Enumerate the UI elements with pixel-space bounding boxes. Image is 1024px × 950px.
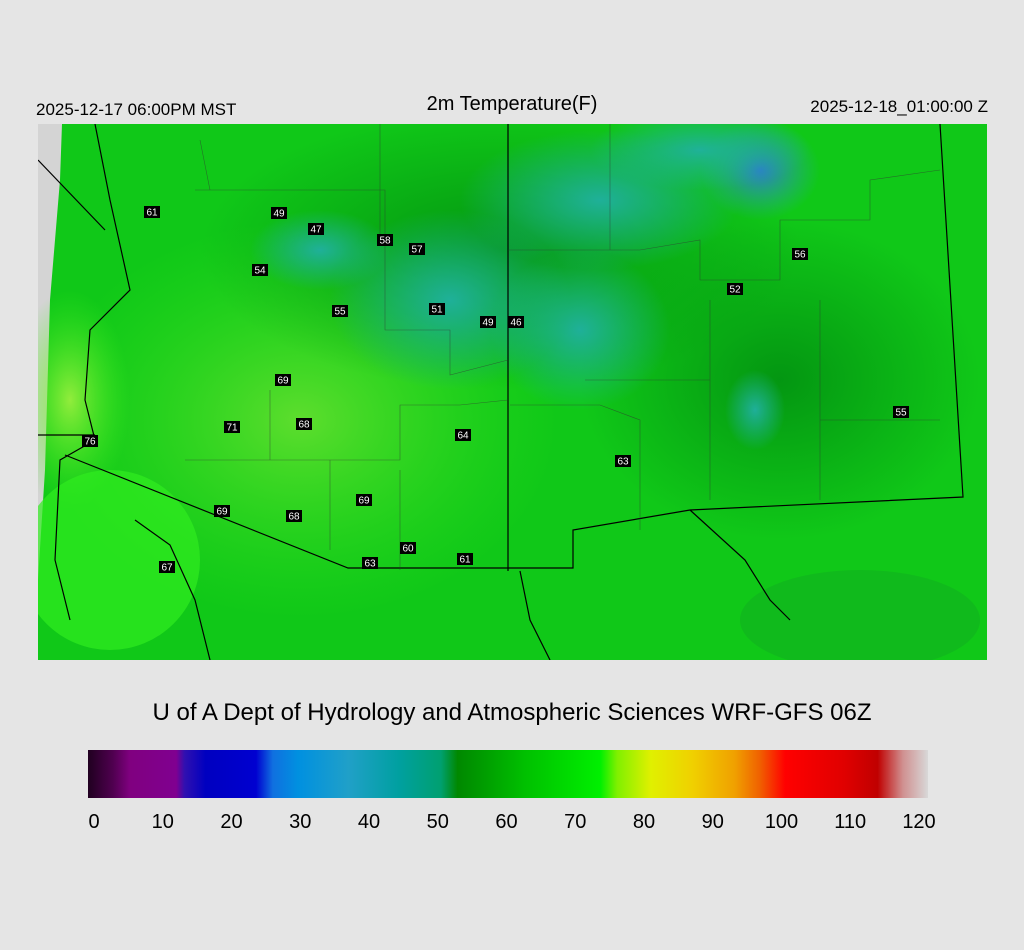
station-box xyxy=(159,561,175,573)
station-value: 46 xyxy=(510,318,522,329)
station-label: 49 xyxy=(271,207,287,220)
station-value: 61 xyxy=(146,208,158,219)
station-value: 52 xyxy=(729,285,741,296)
station-value: 76 xyxy=(84,437,96,448)
station-label: 55 xyxy=(893,406,909,419)
colorbar-tick-label: 60 xyxy=(495,811,517,833)
station-box xyxy=(286,510,302,522)
colorbar-tick-label: 30 xyxy=(289,811,311,833)
colorbar-tick-label: 20 xyxy=(220,811,242,833)
station-box xyxy=(224,421,240,433)
station-box xyxy=(409,243,425,255)
station-value: 71 xyxy=(226,423,238,434)
station-box xyxy=(727,283,743,295)
station-box xyxy=(455,429,471,441)
station-value: 69 xyxy=(358,496,370,507)
station-box xyxy=(144,206,160,218)
station-value: 49 xyxy=(273,209,285,220)
colorbar-tick-label: 100 xyxy=(765,811,798,833)
colorbar-tick-label: 90 xyxy=(702,811,724,833)
station-value: 49 xyxy=(482,318,494,329)
station-value: 58 xyxy=(379,236,391,247)
valid-time-local: 2025-12-17 06:00PM MST xyxy=(36,100,236,119)
station-box xyxy=(893,406,909,418)
station-box xyxy=(271,207,287,219)
station-value: 56 xyxy=(794,250,806,261)
station-box xyxy=(400,542,416,554)
station-box xyxy=(332,305,348,317)
station-label: 69 xyxy=(214,505,230,518)
station-value: 69 xyxy=(216,507,228,518)
station-box xyxy=(480,316,496,328)
station-box xyxy=(82,435,98,447)
station-label: 49 xyxy=(480,316,496,329)
station-label: 76 xyxy=(82,435,98,448)
credit: U of A Dept of Hydrology and Atmospheric… xyxy=(153,699,872,726)
station-value: 68 xyxy=(298,420,310,431)
station-label: 68 xyxy=(286,510,302,523)
station-box xyxy=(252,264,268,276)
station-box xyxy=(362,557,378,569)
station-value: 60 xyxy=(402,544,414,555)
station-box xyxy=(429,303,445,315)
station-label: 69 xyxy=(275,374,291,387)
colorbar-tick-label: 40 xyxy=(358,811,380,833)
station-label: 47 xyxy=(308,223,324,236)
station-label: 46 xyxy=(508,316,524,329)
station-value: 68 xyxy=(288,512,300,523)
station-value: 63 xyxy=(364,559,376,570)
station-box xyxy=(214,505,230,517)
station-label: 52 xyxy=(727,283,743,296)
station-label: 63 xyxy=(615,455,631,468)
station-label: 51 xyxy=(429,303,445,316)
station-box xyxy=(275,374,291,386)
station-box xyxy=(296,418,312,430)
station-value: 63 xyxy=(617,457,629,468)
colorbar-tick-label: 110 xyxy=(834,811,866,833)
colorbar-tick-label: 120 xyxy=(902,811,935,833)
station-label: 69 xyxy=(356,494,372,507)
colorbar-tick-label: 80 xyxy=(633,811,655,833)
station-label: 61 xyxy=(457,553,473,566)
station-label: 57 xyxy=(409,243,425,256)
station-value: 47 xyxy=(310,225,322,236)
station-value: 55 xyxy=(895,408,907,419)
station-label: 60 xyxy=(400,542,416,555)
station-label: 61 xyxy=(144,206,160,219)
colorbar-tick-label: 0 xyxy=(88,811,99,833)
map-title: 2m Temperature(F) xyxy=(427,93,598,115)
station-label: 64 xyxy=(455,429,471,442)
station-label: 67 xyxy=(159,561,175,574)
colorbar-tick-label: 50 xyxy=(427,811,449,833)
station-value: 69 xyxy=(277,376,289,387)
valid-time-utc: 2025-12-18_01:00:00 Z xyxy=(810,97,988,116)
station-value: 57 xyxy=(411,245,423,256)
temperature-map xyxy=(38,124,987,660)
station-box xyxy=(356,494,372,506)
station-label: 63 xyxy=(362,557,378,570)
colorbar xyxy=(88,750,928,798)
station-value: 55 xyxy=(334,307,346,318)
station-label: 71 xyxy=(224,421,240,434)
station-value: 64 xyxy=(457,431,469,442)
station-label: 58 xyxy=(377,234,393,247)
colorbar-tick-label: 70 xyxy=(564,811,586,833)
station-value: 67 xyxy=(161,563,173,574)
station-value: 54 xyxy=(254,266,266,277)
station-label: 55 xyxy=(332,305,348,318)
station-label: 54 xyxy=(252,264,268,277)
station-box xyxy=(457,553,473,565)
station-label: 68 xyxy=(296,418,312,431)
station-value: 51 xyxy=(431,305,443,316)
station-box xyxy=(792,248,808,260)
station-box xyxy=(308,223,324,235)
station-box xyxy=(615,455,631,467)
station-label: 56 xyxy=(792,248,808,261)
colorbar-tick-label: 10 xyxy=(152,811,174,833)
station-box xyxy=(508,316,524,328)
station-value: 61 xyxy=(459,555,471,566)
station-box xyxy=(377,234,393,246)
